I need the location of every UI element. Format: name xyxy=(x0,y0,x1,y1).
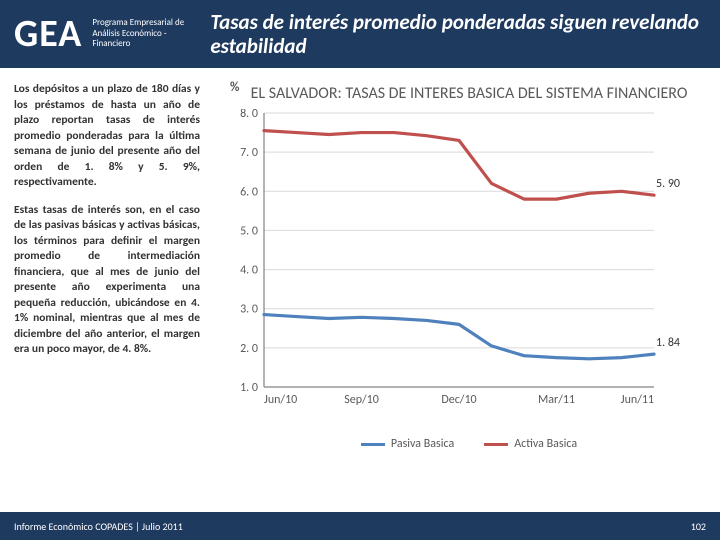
legend-swatch-activa xyxy=(484,443,508,446)
slide-headline: Tasas de interés promedio ponderadas sig… xyxy=(210,10,706,58)
svg-text:5. 0: 5. 0 xyxy=(240,225,258,239)
legend-item-pasiva: Pasiva Basica xyxy=(361,437,454,451)
p2d: 4. 8%. xyxy=(122,342,151,356)
svg-text:1. 0: 1. 0 xyxy=(240,381,258,395)
footer-left: Informe Económico COPADES | Julio 2011 xyxy=(14,520,183,533)
chart-legend: Pasiva Basica Activa Basica xyxy=(232,437,706,451)
paragraph-2: Estas tasas de interés son, en el caso d… xyxy=(14,203,200,358)
content-area: Los depósitos a un plazo de 180 días y l… xyxy=(0,68,720,510)
svg-text:8. 0: 8. 0 xyxy=(240,109,258,121)
legend-label-pasiva: Pasiva Basica xyxy=(391,437,454,451)
p2a: Estas tasas de interés son, en el caso d… xyxy=(14,203,200,310)
y-axis-label: % xyxy=(230,80,239,95)
svg-text:Sep/10: Sep/10 xyxy=(344,393,379,407)
paragraph-1: Los depósitos a un plazo de 180 días y l… xyxy=(14,82,200,191)
svg-text:4. 0: 4. 0 xyxy=(240,264,258,278)
program-subtitle: Programa Empresarial de Análisis Económi… xyxy=(92,18,192,50)
svg-text:1. 84: 1. 84 xyxy=(656,336,680,350)
legend-item-activa: Activa Basica xyxy=(484,437,577,451)
chart-plot: 1. 0 2. 0 3. 0 4. 0 5. 0 6. 0 7. 0 8. 0 Jun/10 Se… xyxy=(232,109,702,409)
svg-text:Jun/10: Jun/10 xyxy=(264,393,297,407)
logo: GEA xyxy=(14,11,82,57)
svg-text:Dec/10: Dec/10 xyxy=(441,393,476,407)
svg-text:7. 0: 7. 0 xyxy=(240,146,258,160)
svg-text:2. 0: 2. 0 xyxy=(240,342,258,356)
footer-bar: Informe Económico COPADES | Julio 2011 1… xyxy=(0,512,720,540)
svg-text:3. 0: 3. 0 xyxy=(240,303,258,317)
svg-text:5. 90: 5. 90 xyxy=(656,177,680,191)
chart-svg: 1. 0 2. 0 3. 0 4. 0 5. 0 6. 0 7. 0 8. 0 Jun/10 Se… xyxy=(232,109,702,409)
chart-panel: % EL SALVADOR: TASAS DE INTERES BASICA D… xyxy=(210,68,720,510)
legend-swatch-pasiva xyxy=(361,443,385,446)
body-text-column: Los depósitos a un plazo de 180 días y l… xyxy=(0,68,210,510)
svg-text:Jun/11: Jun/11 xyxy=(621,393,654,407)
header-bar: GEA Programa Empresarial de Análisis Eco… xyxy=(0,0,720,68)
svg-text:Mar/11: Mar/11 xyxy=(538,393,575,407)
legend-label-activa: Activa Basica xyxy=(514,437,577,451)
page-number: 102 xyxy=(691,520,706,533)
chart-title: EL SALVADOR: TASAS DE INTERES BASICA DEL… xyxy=(232,84,706,103)
svg-text:6. 0: 6. 0 xyxy=(240,185,258,199)
